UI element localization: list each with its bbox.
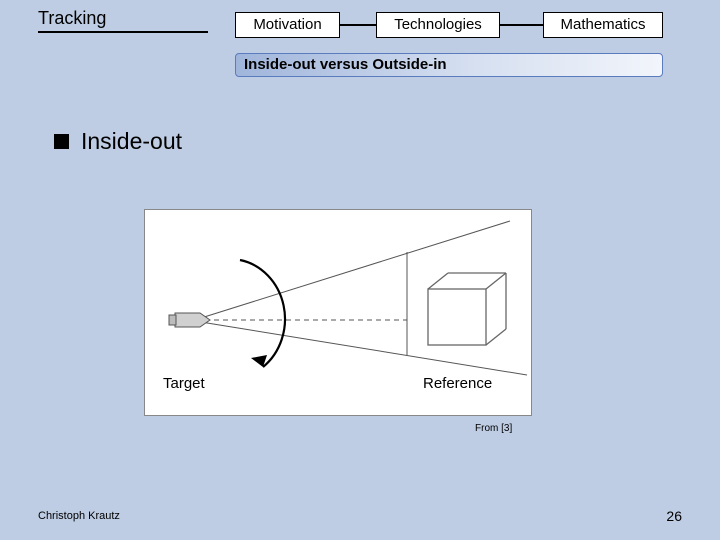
bullet-square-icon xyxy=(54,134,69,149)
nav-mathematics: Mathematics xyxy=(543,12,663,38)
figure-svg: Target Reference xyxy=(145,210,531,415)
nav-technologies: Technologies xyxy=(376,12,500,38)
nav-motivation: Motivation xyxy=(235,12,340,38)
figure-target-label: Target xyxy=(163,375,206,392)
page-number: 26 xyxy=(666,508,682,524)
figure-reference-label: Reference xyxy=(423,375,492,392)
bullet-text: Inside-out xyxy=(81,128,182,155)
section-title: Tracking xyxy=(38,8,208,33)
nav-connector xyxy=(340,24,376,26)
slide-subtitle: Inside-out versus Outside-in xyxy=(235,53,663,77)
bullet-item: Inside-out xyxy=(54,128,182,155)
nav-connector xyxy=(500,24,543,26)
figure-caption: From [3] xyxy=(475,423,512,434)
author-name: Christoph Krautz xyxy=(38,510,120,522)
figure: Target Reference xyxy=(144,209,532,416)
slide: Tracking Motivation Technologies Mathema… xyxy=(0,0,720,540)
